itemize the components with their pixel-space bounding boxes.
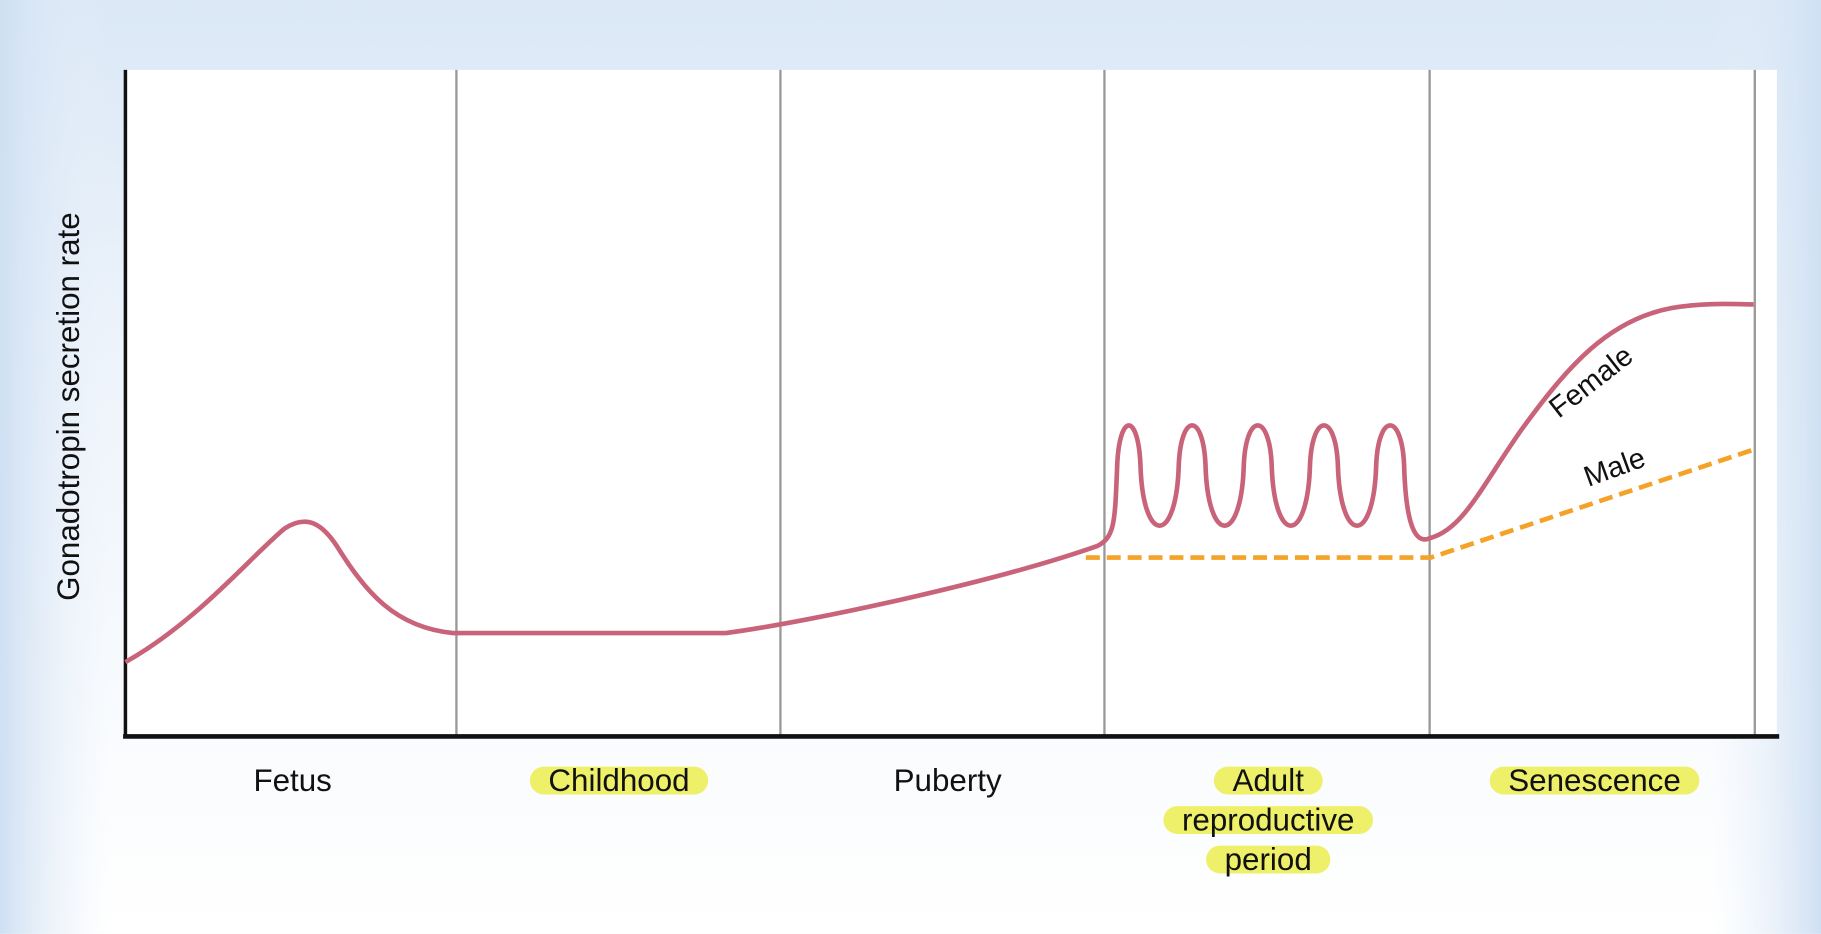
period-label: reproductive (1182, 803, 1354, 838)
period-labels: Fetus Childhood Puberty Adult reproductive pe… (253, 763, 1700, 877)
period-label: Puberty (894, 763, 1002, 798)
period-label: Adult (1232, 763, 1304, 798)
period-label: period (1225, 842, 1312, 877)
label-highlight (1206, 845, 1331, 874)
female-curve (124, 301, 1754, 665)
y-axis-label: Gonadotropin secretion rate (51, 212, 86, 601)
label-highlight (529, 766, 709, 795)
period-label: Senescence (1508, 763, 1681, 798)
label-highlight (1489, 766, 1700, 795)
period-dividers (455, 69, 1756, 736)
period-label: Childhood (548, 763, 689, 798)
label-highlight (1163, 806, 1374, 834)
period-label: Fetus (253, 763, 331, 798)
male-curve (1085, 447, 1755, 560)
plot-area (125, 69, 1777, 736)
label-highlight (1213, 766, 1323, 795)
